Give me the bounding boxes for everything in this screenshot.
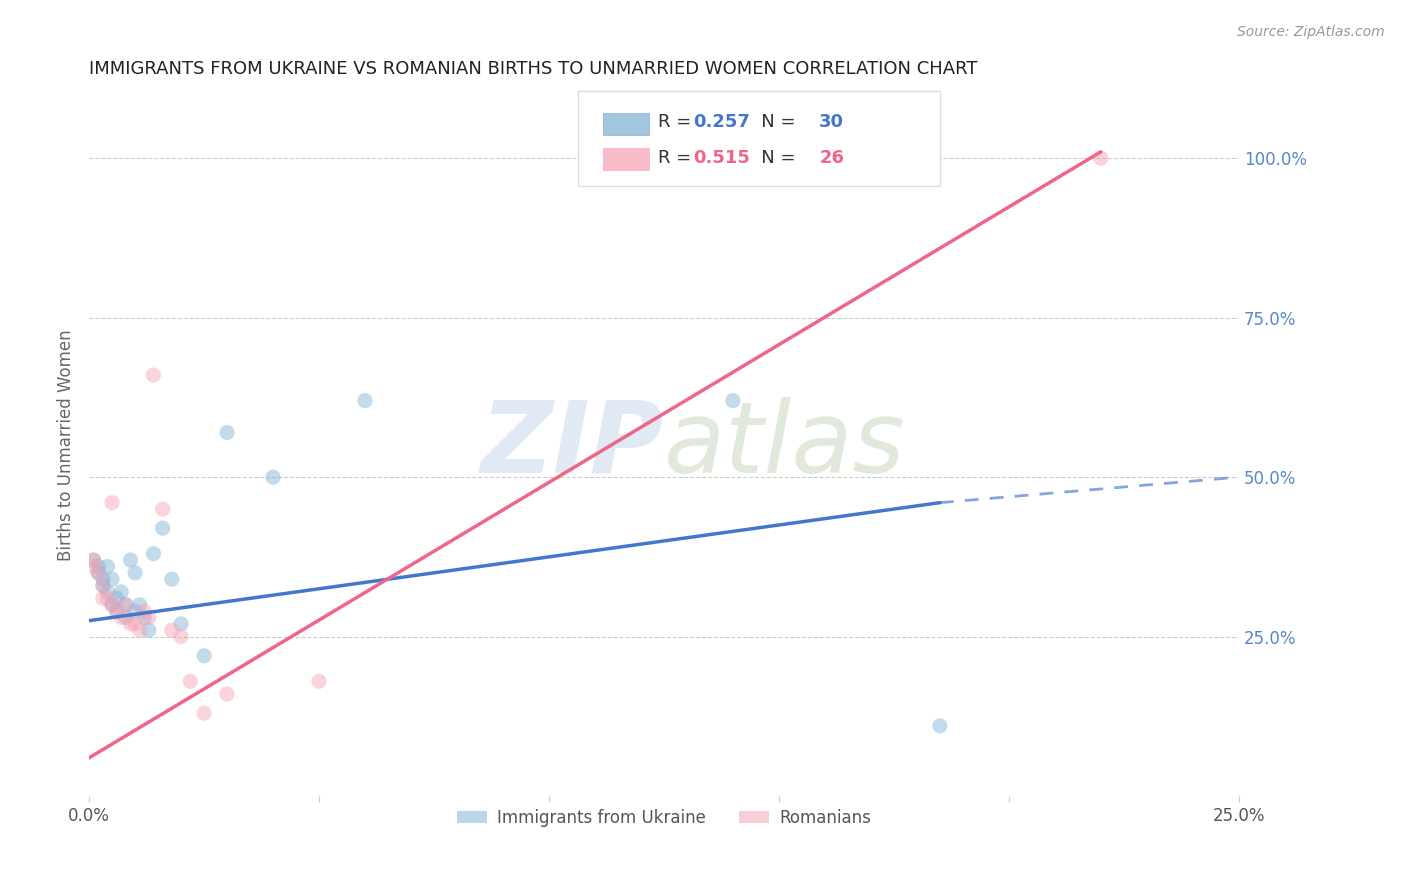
Point	[83, 559, 105, 574]
Text: 0.515: 0.515	[693, 149, 749, 167]
Point	[87, 566, 110, 580]
Point	[91, 591, 114, 606]
Point	[215, 425, 238, 440]
Point	[83, 553, 105, 567]
Point	[91, 578, 114, 592]
Point	[215, 687, 238, 701]
Point	[142, 368, 165, 383]
Text: 26: 26	[820, 149, 844, 167]
Point	[105, 604, 128, 618]
Point	[1090, 151, 1112, 165]
Text: 30: 30	[820, 113, 844, 131]
Point	[120, 553, 142, 567]
Point	[124, 616, 146, 631]
Point	[128, 598, 150, 612]
Point	[96, 585, 118, 599]
Text: 0.257: 0.257	[693, 113, 749, 131]
Point	[138, 610, 160, 624]
Point	[193, 648, 215, 663]
FancyBboxPatch shape	[603, 112, 650, 135]
Point	[124, 566, 146, 580]
Point	[110, 610, 132, 624]
Point	[96, 591, 118, 606]
Point	[83, 553, 105, 567]
Point	[134, 604, 156, 618]
Point	[87, 559, 110, 574]
Point	[87, 566, 110, 580]
Point	[193, 706, 215, 721]
Point	[142, 547, 165, 561]
Point	[179, 674, 201, 689]
Text: R =: R =	[658, 113, 697, 131]
Point	[160, 624, 183, 638]
Point	[101, 496, 124, 510]
Point	[814, 151, 837, 165]
Point	[134, 610, 156, 624]
Text: atlas: atlas	[664, 397, 905, 494]
Point	[115, 610, 138, 624]
Legend: Immigrants from Ukraine, Romanians: Immigrants from Ukraine, Romanians	[450, 802, 877, 833]
Point	[160, 572, 183, 586]
Text: Source: ZipAtlas.com: Source: ZipAtlas.com	[1237, 25, 1385, 39]
Text: N =: N =	[744, 149, 801, 167]
Point	[262, 470, 284, 484]
Text: IMMIGRANTS FROM UKRAINE VS ROMANIAN BIRTHS TO UNMARRIED WOMEN CORRELATION CHART: IMMIGRANTS FROM UKRAINE VS ROMANIAN BIRT…	[89, 60, 977, 78]
FancyBboxPatch shape	[603, 148, 650, 170]
Point	[308, 674, 330, 689]
Point	[91, 572, 114, 586]
Point	[115, 598, 138, 612]
Point	[101, 572, 124, 586]
Point	[110, 585, 132, 599]
FancyBboxPatch shape	[578, 91, 939, 186]
Point	[101, 598, 124, 612]
Point	[721, 393, 744, 408]
Point	[96, 559, 118, 574]
Point	[138, 624, 160, 638]
Point	[101, 598, 124, 612]
Text: N =: N =	[744, 113, 801, 131]
Point	[128, 624, 150, 638]
Point	[120, 616, 142, 631]
Point	[170, 630, 193, 644]
Point	[928, 719, 950, 733]
Point	[170, 616, 193, 631]
Point	[152, 521, 174, 535]
Text: R =: R =	[658, 149, 697, 167]
Point	[152, 502, 174, 516]
Point	[105, 591, 128, 606]
Point	[354, 393, 377, 408]
Y-axis label: Births to Unmarried Women: Births to Unmarried Women	[58, 329, 75, 561]
Text: ZIP: ZIP	[481, 397, 664, 494]
Point	[105, 604, 128, 618]
Point	[115, 598, 138, 612]
Point	[124, 604, 146, 618]
Point	[91, 578, 114, 592]
